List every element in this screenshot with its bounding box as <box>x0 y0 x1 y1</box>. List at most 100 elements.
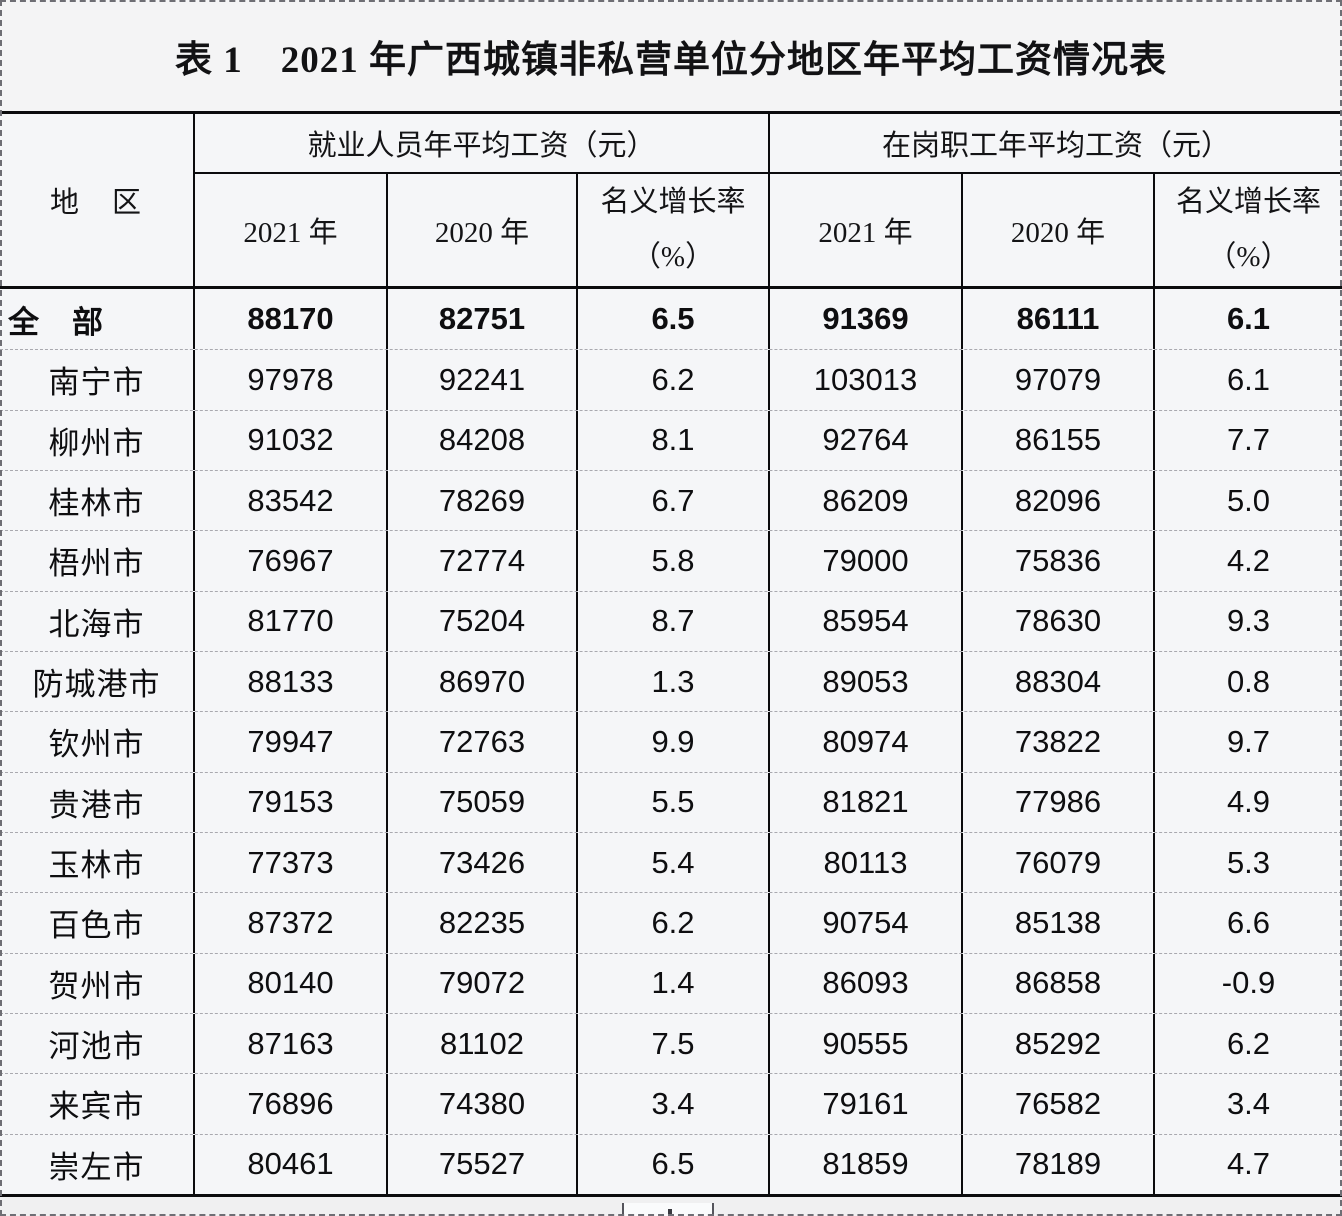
table-row: 北海市 81770 75204 8.7 85954 78630 9.3 <box>0 590 1342 651</box>
cell-onpost-2020: 78630 <box>963 591 1155 651</box>
header-onpost-growth: 名义增长率 （%） <box>1175 185 1321 273</box>
cell-employed-2020: 73426 <box>388 832 578 893</box>
cell-onpost-growth: 6.2 <box>1226 1025 1271 1061</box>
cell-employed-2020: 81102 <box>388 1013 578 1074</box>
cell-employed-growth: 1.3 <box>578 651 770 712</box>
cell-employed-growth: 6.2 <box>578 350 770 410</box>
cell-onpost-2020: 76582 <box>963 1074 1155 1134</box>
cell-region: 百色市 <box>0 893 195 953</box>
cell-region: 北海市 <box>0 591 195 651</box>
cell-onpost-2020: 85138 <box>963 893 1155 953</box>
cell-employed-growth: 5.8 <box>578 531 770 591</box>
cell-onpost-2020: 97079 <box>963 350 1155 410</box>
cell-onpost-2020: 86155 <box>963 410 1155 470</box>
cell-employed-2021: 80140 <box>195 953 388 1013</box>
cell-onpost-growth: -0.9 <box>1221 965 1276 1001</box>
cell-employed-growth: 7.5 <box>578 1013 770 1074</box>
cell-onpost-2021: 86209 <box>770 470 963 531</box>
table-row: 贺州市 80140 79072 1.4 86093 86858 -0.9 <box>0 952 1342 1013</box>
cell-employed-2020: 72763 <box>388 712 578 772</box>
cell-employed-growth: 8.1 <box>578 410 770 470</box>
cell-region: 全 部 <box>0 289 195 350</box>
cell-employed-growth: 6.2 <box>578 893 770 953</box>
header-onpost-2020: 2020 年 <box>963 174 1155 286</box>
cell-onpost-growth: 0.8 <box>1226 663 1271 699</box>
cell-region: 防城港市 <box>0 651 195 712</box>
cell-onpost-2020: 88304 <box>963 651 1155 712</box>
cell-employed-2021: 76896 <box>195 1074 388 1134</box>
cell-onpost-growth: 6.1 <box>1226 361 1271 397</box>
table-row: 百色市 87372 82235 6.2 90754 85138 6.6 <box>0 892 1342 953</box>
header-region: 地 区 <box>0 114 195 286</box>
header-group-employed: 就业人员年平均工资（元） <box>195 114 770 174</box>
cell-employed-2020: 72774 <box>388 531 578 591</box>
cell-onpost-2021: 103013 <box>770 350 963 410</box>
cell-region: 钦州市 <box>0 712 195 772</box>
cell-onpost-2021: 90754 <box>770 893 963 953</box>
cell-onpost-2020: 76079 <box>963 832 1155 893</box>
cell-onpost-2021: 90555 <box>770 1013 963 1074</box>
cell-employed-growth: 5.4 <box>578 832 770 893</box>
header-employed-growth: 名义增长率 （%） <box>578 174 770 286</box>
cell-employed-growth: 5.5 <box>578 772 770 832</box>
cell-region: 玉林市 <box>0 832 195 893</box>
cell-region: 崇左市 <box>0 1134 195 1194</box>
cell-employed-2021: 83542 <box>195 470 388 531</box>
table-row: 桂林市 83542 78269 6.7 86209 82096 5.0 <box>0 469 1342 531</box>
cell-onpost-2021: 79161 <box>770 1074 963 1134</box>
table-row: 柳州市 91032 84208 8.1 92764 86155 7.7 <box>0 409 1342 470</box>
cell-employed-2021: 88170 <box>195 289 388 350</box>
table-row: 来宾市 76896 74380 3.4 79161 76582 3.4 <box>0 1073 1342 1134</box>
cell-employed-2020: 75527 <box>388 1134 578 1194</box>
cell-employed-2021: 91032 <box>195 410 388 470</box>
cell-onpost-2021: 79000 <box>770 531 963 591</box>
cell-onpost-growth: 7.7 <box>1226 422 1271 458</box>
cell-employed-2020: 75059 <box>388 772 578 832</box>
cell-region: 南宁市 <box>0 350 195 410</box>
cell-onpost-2020: 85292 <box>963 1013 1155 1074</box>
cell-onpost-2021: 91369 <box>770 289 963 350</box>
cell-onpost-2021: 81821 <box>770 772 963 832</box>
cell-employed-growth: 9.9 <box>578 712 770 772</box>
cell-onpost-growth: 3.4 <box>1226 1085 1271 1121</box>
cell-employed-growth: 6.7 <box>578 470 770 531</box>
cell-employed-2021: 79153 <box>195 772 388 832</box>
table-row: 梧州市 76967 72774 5.8 79000 75836 4.2 <box>0 530 1342 591</box>
cell-onpost-2020: 73822 <box>963 712 1155 772</box>
cell-onpost-2021: 89053 <box>770 651 963 712</box>
cell-region: 贺州市 <box>0 953 195 1013</box>
cell-employed-2021: 81770 <box>195 591 388 651</box>
cell-onpost-2021: 86093 <box>770 953 963 1013</box>
table-body: 全 部 88170 82751 6.5 91369 86111 6.1 南宁市 … <box>0 289 1342 1197</box>
table-row: 防城港市 88133 86970 1.3 89053 88304 0.8 <box>0 650 1342 712</box>
cell-employed-growth: 3.4 <box>578 1074 770 1134</box>
table-row: 河池市 87163 81102 7.5 90555 85292 6.2 <box>0 1012 1342 1074</box>
cell-onpost-2021: 85954 <box>770 591 963 651</box>
cell-employed-growth: 6.5 <box>578 1134 770 1194</box>
cell-region: 梧州市 <box>0 531 195 591</box>
cell-employed-2020: 82235 <box>388 893 578 953</box>
cell-onpost-2020: 78189 <box>963 1134 1155 1194</box>
cell-onpost-2020: 77986 <box>963 772 1155 832</box>
cell-employed-growth: 8.7 <box>578 591 770 651</box>
cell-employed-2021: 87163 <box>195 1013 388 1074</box>
table-row: 贵港市 79153 75059 5.5 81821 77986 4.9 <box>0 771 1342 832</box>
cell-employed-growth: 6.5 <box>578 289 770 350</box>
header-group-onpost: 在岗职工年平均工资（元） <box>770 114 1342 174</box>
cell-employed-2021: 76967 <box>195 531 388 591</box>
cell-onpost-growth: 5.0 <box>1226 482 1271 518</box>
table-title: 表 1 2021 年广西城镇非私营单位分地区年平均工资情况表 <box>175 39 1167 81</box>
cell-employed-2021: 80461 <box>195 1134 388 1194</box>
table-row: 钦州市 79947 72763 9.9 80974 73822 9.7 <box>0 711 1342 772</box>
cell-employed-2020: 86970 <box>388 651 578 712</box>
cell-employed-2021: 87372 <box>195 893 388 953</box>
cell-employed-2021: 88133 <box>195 651 388 712</box>
cell-region: 柳州市 <box>0 410 195 470</box>
cell-onpost-2020: 82096 <box>963 470 1155 531</box>
cell-onpost-2020: 75836 <box>963 531 1155 591</box>
table-row: 南宁市 97978 92241 6.2 103013 97079 6.1 <box>0 349 1342 410</box>
cell-employed-2021: 97978 <box>195 350 388 410</box>
cell-employed-2021: 77373 <box>195 832 388 893</box>
cell-onpost-growth: 5.3 <box>1226 844 1271 880</box>
